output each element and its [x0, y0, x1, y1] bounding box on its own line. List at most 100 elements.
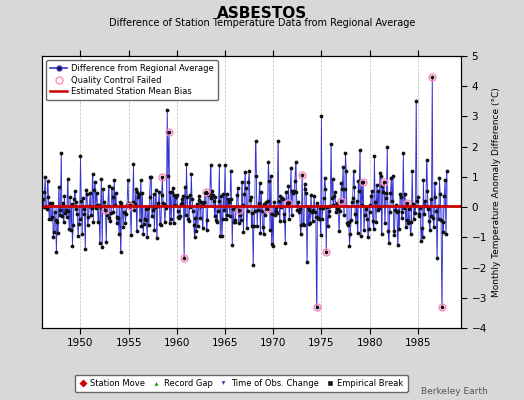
Point [70, 196, 78, 202]
Point [47, 214, 56, 220]
Point [80, 211, 89, 218]
Point [115, 230, 123, 237]
Point [63, 214, 71, 220]
Point [244, 179, 253, 185]
Point [441, 177, 449, 183]
Point [105, 215, 114, 221]
Point [412, 98, 420, 104]
Point [164, 173, 172, 179]
Point [50, 229, 58, 235]
Point [193, 222, 202, 229]
Point [103, 212, 111, 218]
Point [223, 212, 232, 218]
Point [270, 199, 278, 206]
Point [421, 198, 429, 205]
Point [271, 204, 280, 210]
Point [392, 202, 400, 208]
Point [263, 206, 271, 212]
Point [94, 219, 102, 226]
Legend: Station Move, Record Gap, Time of Obs. Change, Empirical Break: Station Move, Record Gap, Time of Obs. C… [74, 374, 408, 392]
Point [368, 218, 377, 224]
Point [371, 198, 379, 205]
Point [99, 186, 107, 192]
Point [365, 208, 374, 215]
Point [214, 208, 222, 214]
Point [243, 225, 251, 232]
Point [378, 183, 387, 190]
Point [145, 222, 153, 228]
Point [306, 220, 314, 226]
Point [42, 206, 51, 212]
Text: Difference of Station Temperature Data from Regional Average: Difference of Station Temperature Data f… [109, 18, 415, 28]
Point [267, 172, 275, 179]
Point [252, 173, 260, 179]
Point [85, 202, 93, 209]
Point [158, 174, 167, 180]
Point [210, 213, 219, 220]
Point [362, 204, 370, 210]
Point [54, 184, 63, 190]
Point [340, 212, 348, 218]
Point [358, 202, 366, 208]
Point [183, 194, 191, 200]
Point [231, 219, 239, 226]
Point [288, 188, 297, 194]
Point [49, 234, 57, 240]
Point [404, 219, 412, 226]
Point [332, 200, 341, 206]
Point [403, 217, 411, 223]
Point [294, 198, 302, 205]
Point [360, 226, 368, 233]
Point [297, 222, 305, 228]
Point [300, 181, 309, 187]
Point [380, 179, 388, 185]
Point [109, 209, 117, 215]
Point [422, 203, 430, 210]
Point [248, 210, 257, 216]
Point [46, 200, 54, 206]
Point [410, 203, 419, 209]
Point [232, 204, 241, 210]
Point [138, 190, 147, 197]
Text: ASBESTOS: ASBESTOS [217, 6, 307, 21]
Point [227, 196, 236, 202]
Point [172, 194, 180, 200]
Point [239, 229, 248, 235]
Point [246, 196, 254, 203]
Point [89, 171, 97, 177]
Point [330, 193, 339, 199]
Point [423, 188, 432, 194]
Point [82, 187, 90, 193]
Point [296, 231, 304, 238]
Point [374, 206, 382, 213]
Point [174, 214, 183, 220]
Point [196, 215, 204, 221]
Point [281, 240, 289, 246]
Point [328, 195, 336, 202]
Point [137, 223, 146, 229]
Point [145, 194, 154, 200]
Point [356, 232, 365, 239]
Point [357, 179, 366, 186]
Point [228, 242, 236, 248]
Point [256, 230, 265, 236]
Point [195, 193, 203, 199]
Point [286, 199, 294, 205]
Point [424, 206, 432, 212]
Point [80, 206, 88, 212]
Point [74, 220, 83, 227]
Point [308, 218, 316, 224]
Point [64, 208, 73, 214]
Point [178, 196, 186, 202]
Point [250, 208, 259, 214]
Point [369, 226, 378, 232]
Point [336, 198, 345, 204]
Point [75, 216, 84, 222]
Point [355, 188, 363, 195]
Point [236, 212, 245, 218]
Point [276, 218, 284, 224]
Point [226, 168, 235, 175]
Point [439, 218, 447, 225]
Point [367, 193, 375, 200]
Point [123, 202, 131, 208]
